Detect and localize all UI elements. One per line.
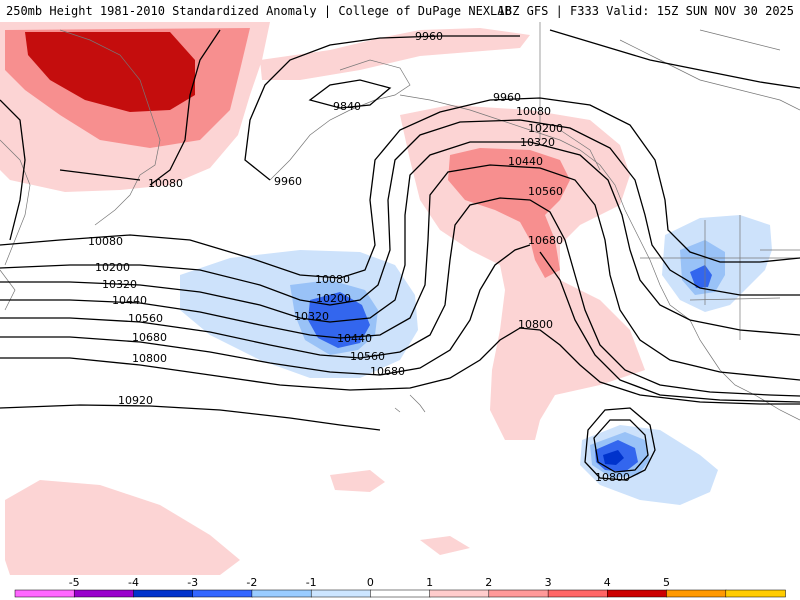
- colorbar-cell: [429, 589, 490, 598]
- label-10440: 10440: [112, 294, 147, 307]
- colorbar-cell: [370, 589, 431, 598]
- label-10800: 10800: [132, 352, 167, 365]
- label-10560: 10560: [128, 312, 163, 325]
- label-10440: 10440: [337, 332, 372, 345]
- negative-anomaly-westus-3: [690, 265, 712, 288]
- colorbar-tick-label: 5: [663, 576, 670, 589]
- label-10800: 10800: [595, 471, 630, 484]
- label-10560: 10560: [528, 185, 563, 198]
- label-9960: 9960: [493, 91, 521, 104]
- colorbar-tick-label: 3: [545, 576, 552, 589]
- height-contours: [0, 29, 800, 481]
- label-10560: 10560: [350, 350, 385, 363]
- anomaly-colorbar: -5 -4 -3 -2 -1 0 1 2 3 4 5: [14, 576, 786, 598]
- map-title: 250mb Height 1981-2010 Standardized Anom…: [6, 4, 512, 18]
- colorbar-cells: [14, 589, 786, 598]
- label-10080: 10080: [315, 273, 350, 286]
- contour-labels: 9960 9960 9960 9840 10080 10080 10080 10…: [88, 30, 630, 484]
- colorbar-cell: [607, 589, 668, 598]
- colorbar-cell: [310, 589, 372, 598]
- label-10200: 10200: [95, 261, 130, 274]
- colorbar-cell: [725, 589, 786, 598]
- colorbar-cell: [73, 589, 135, 598]
- label-10680: 10680: [370, 365, 405, 378]
- label-10080: 10080: [148, 177, 183, 190]
- colorbar-cell: [666, 589, 727, 598]
- label-10920: 10920: [118, 394, 153, 407]
- colorbar-cell: [547, 589, 609, 598]
- colorbar-tick-label: -5: [69, 576, 80, 589]
- positive-anomaly-ridge-2: [448, 148, 570, 278]
- label-10800: 10800: [518, 318, 553, 331]
- label-10440: 10440: [508, 155, 543, 168]
- colorbar-tick-label: -4: [128, 576, 139, 589]
- label-10320: 10320: [520, 136, 555, 149]
- label-9960: 9960: [274, 175, 302, 188]
- label-10320: 10320: [102, 278, 137, 291]
- colorbar-cell: [251, 589, 312, 598]
- colorbar-tick-label: 1: [426, 576, 433, 589]
- map-header: 250mb Height 1981-2010 Standardized Anom…: [0, 0, 800, 20]
- colorbar-tick-label: 4: [604, 576, 611, 589]
- height-anomaly-map: 9960 9960 9960 9840 10080 10080 10080 10…: [0, 22, 800, 575]
- label-10080: 10080: [516, 105, 551, 118]
- colorbar-tick-label: 0: [367, 576, 374, 589]
- positive-anomaly-top: [260, 28, 530, 80]
- coastlines: [0, 22, 800, 421]
- colorbar-cell: [488, 589, 549, 598]
- positive-anomaly-s: [330, 470, 385, 492]
- negative-anomaly-pacific-3: [308, 292, 370, 348]
- positive-anomaly-sw: [5, 480, 240, 575]
- anomaly-shading: [0, 22, 772, 575]
- label-10080: 10080: [88, 235, 123, 248]
- colorbar-tick-label: -2: [246, 576, 257, 589]
- label-10200: 10200: [316, 292, 351, 305]
- label-10320: 10320: [294, 310, 329, 323]
- positive-anomaly-nw-4: [25, 32, 195, 112]
- colorbar-ticks: -5 -4 -3 -2 -1 0 1 2 3 4 5: [69, 576, 670, 589]
- colorbar-cell: [133, 589, 194, 598]
- label-10680: 10680: [528, 234, 563, 247]
- negative-anomaly-cutoff-4: [603, 450, 624, 465]
- label-9960: 9960: [415, 30, 443, 43]
- label-10680: 10680: [132, 331, 167, 344]
- model-run-info: 18Z GFS | F333 Valid: 15Z SUN NOV 30 202…: [497, 4, 794, 18]
- colorbar-cell: [192, 589, 253, 598]
- label-10200: 10200: [528, 122, 563, 135]
- colorbar-tick-label: 2: [485, 576, 492, 589]
- label-9840: 9840: [333, 100, 361, 113]
- colorbar-tick-label: -1: [306, 576, 317, 589]
- positive-anomaly-s2: [420, 536, 470, 555]
- colorbar-tick-label: -3: [187, 576, 198, 589]
- colorbar-cell: [14, 589, 75, 598]
